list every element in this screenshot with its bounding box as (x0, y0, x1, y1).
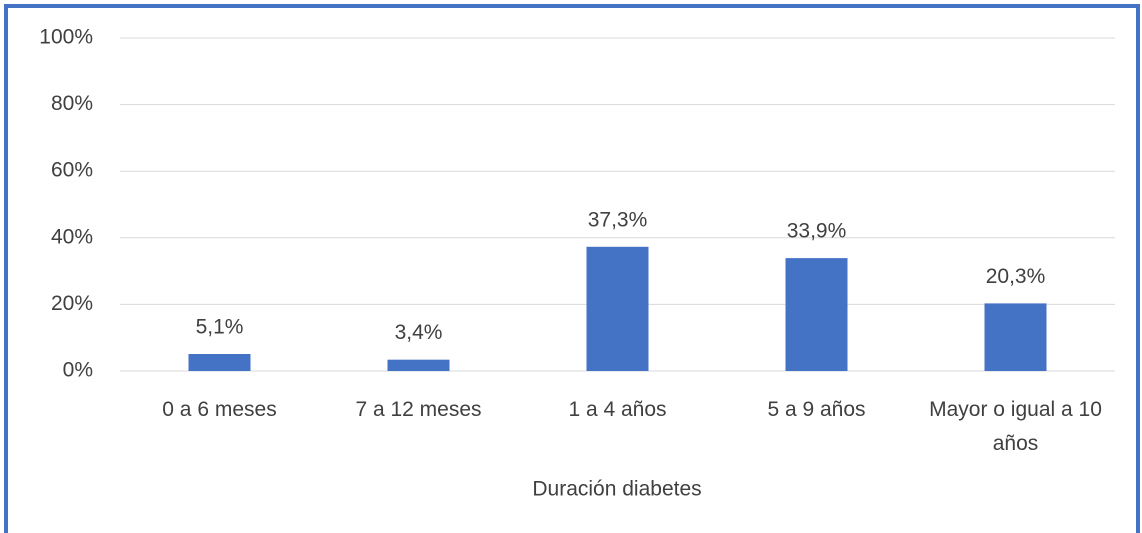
data-label: 20,3% (986, 265, 1046, 288)
x-tick-label: 5 a 9 años (767, 398, 866, 421)
y-tick-label: 0% (63, 359, 93, 382)
data-label: 3,4% (395, 321, 443, 344)
bar (984, 303, 1047, 371)
bar (586, 246, 649, 371)
y-tick-label: 20% (51, 292, 93, 315)
bar (785, 258, 848, 371)
y-tick-label: 100% (39, 26, 93, 49)
x-tick-label: Mayor o igual a 10 años (929, 398, 1102, 455)
bar (188, 354, 251, 371)
x-axis-title: Duración diabetes (532, 478, 701, 501)
data-label: 37,3% (588, 208, 648, 231)
x-tick-label: 1 a 4 años (568, 398, 667, 421)
y-tick-label: 60% (51, 159, 93, 182)
data-label: 5,1% (196, 316, 244, 339)
y-tick-label: 80% (51, 92, 93, 115)
data-label: 33,9% (787, 220, 847, 243)
bar (387, 359, 450, 371)
x-tick-label: 7 a 12 meses (355, 398, 482, 421)
frame-border (4, 4, 1140, 533)
y-tick-label: 40% (51, 225, 93, 248)
x-tick-label: 0 a 6 meses (162, 398, 277, 421)
